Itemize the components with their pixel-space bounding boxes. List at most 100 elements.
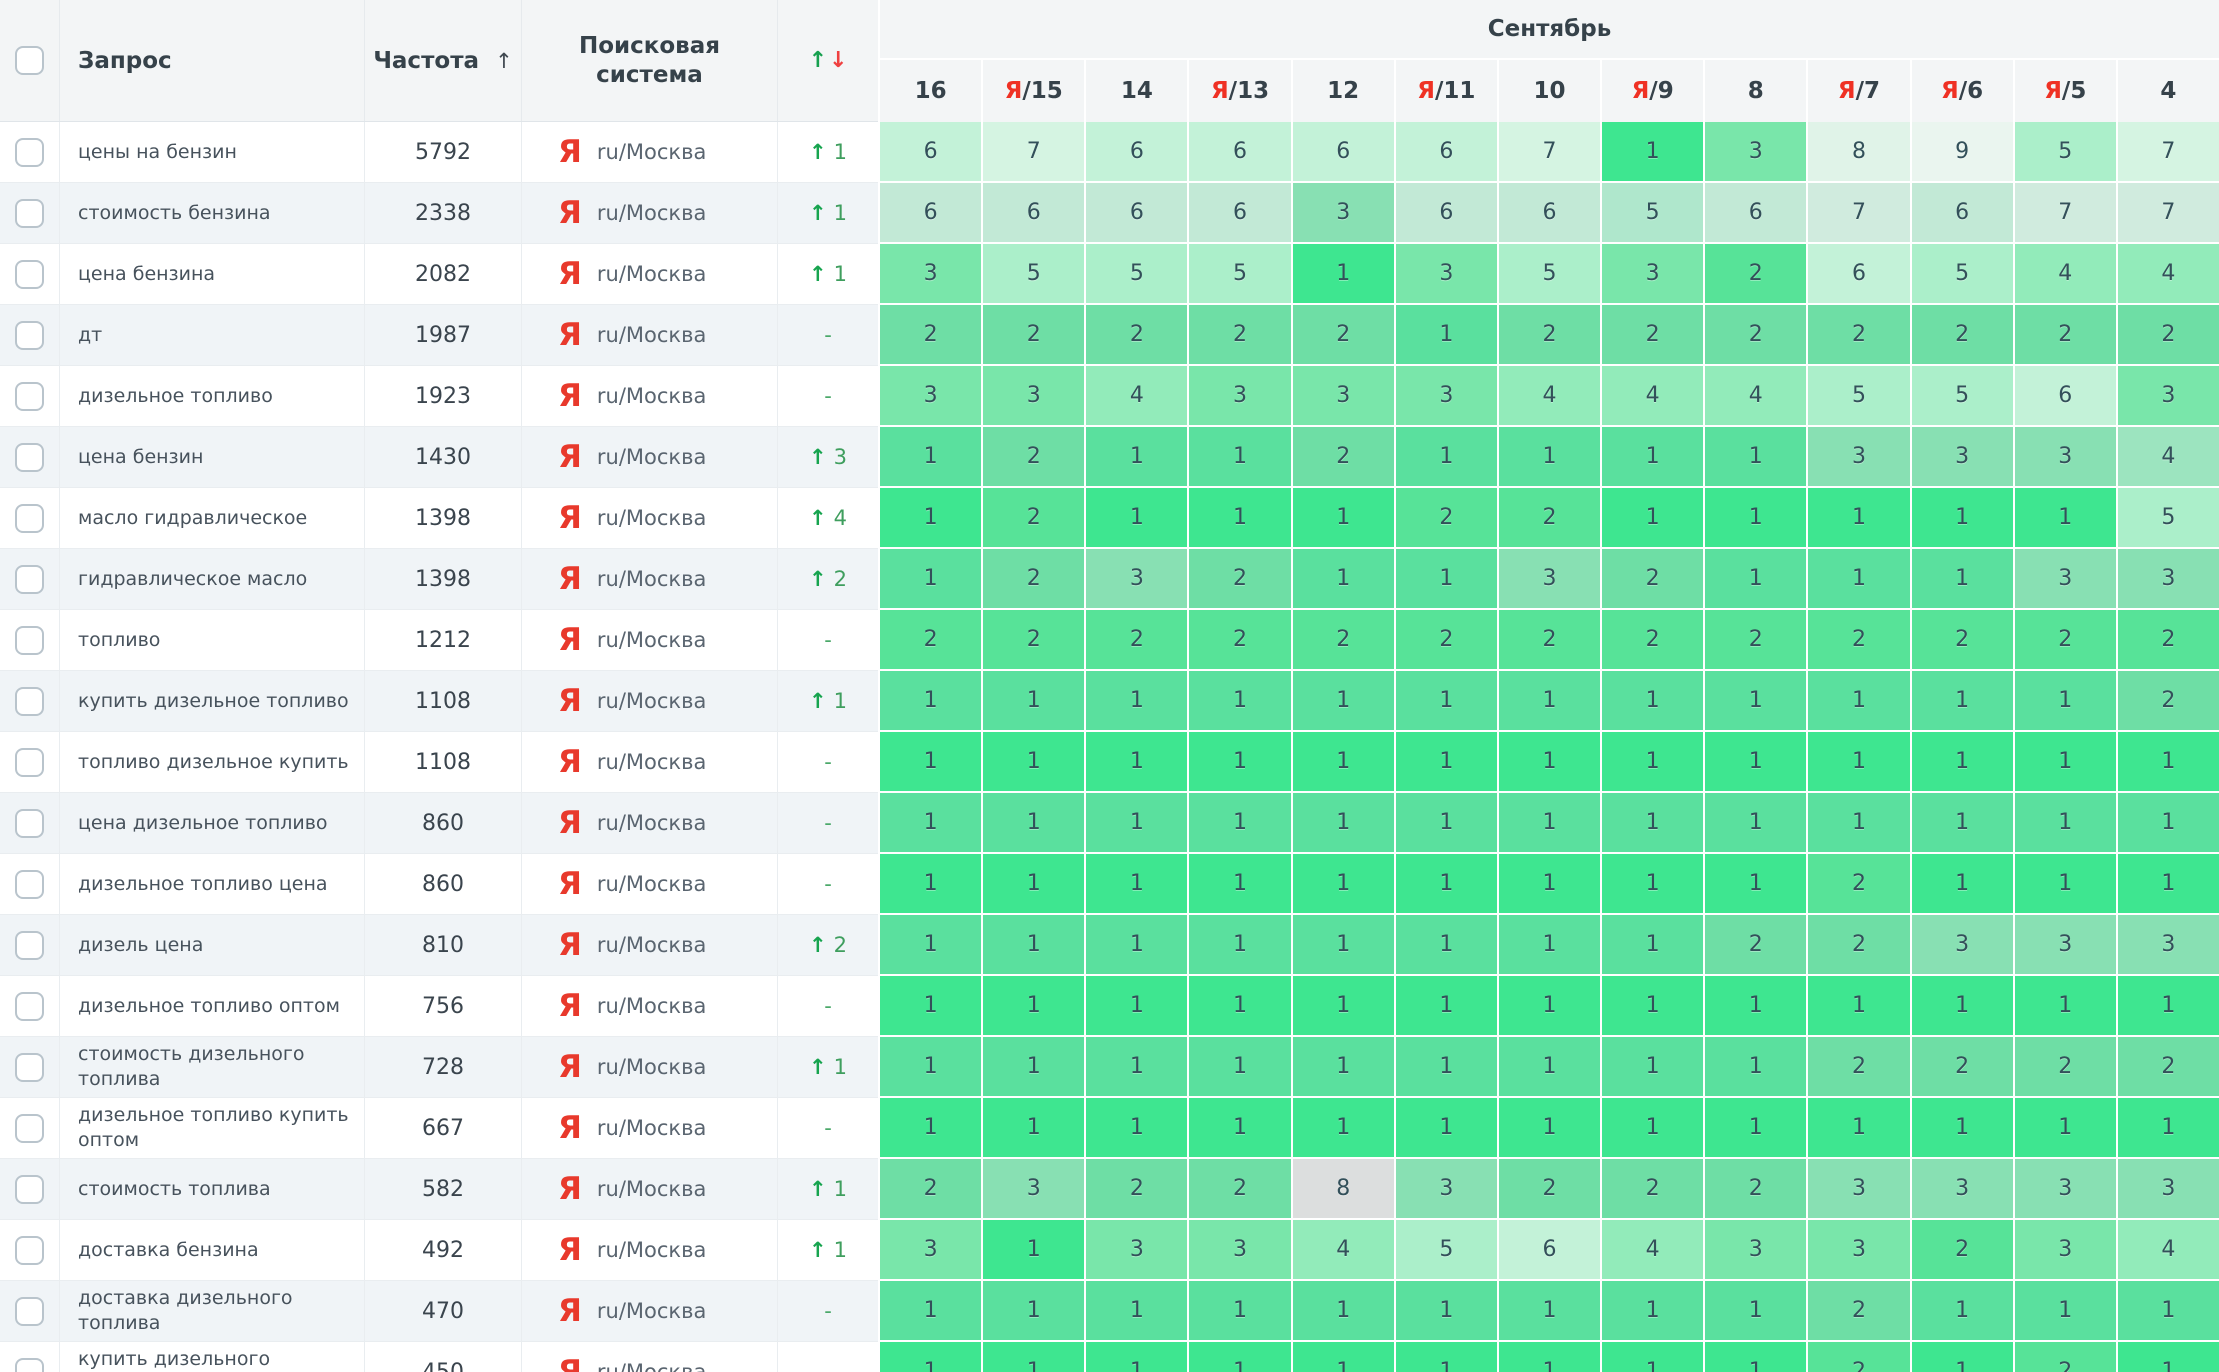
position-cell: 1 [1292,915,1394,974]
position-cell: 7 [1498,122,1601,181]
row-checkbox-cell [0,1220,60,1280]
row-checkbox[interactable] [15,259,44,289]
row-checkbox[interactable] [15,625,44,655]
query-cell[interactable]: цена бензина [60,244,365,304]
position-cell: 3 [2014,915,2116,974]
query-cell[interactable]: цена бензин [60,427,365,487]
date-column-header[interactable]: Я/5 [2014,60,2116,122]
position-cell: 1 [1189,671,1291,730]
query-cell[interactable]: масло гидравлическое [60,488,365,548]
row-checkbox[interactable] [15,442,44,472]
position-cell: 1 [1189,1037,1291,1096]
frequency-cell: 492 [365,1220,522,1280]
position-cell: 1 [1189,427,1291,486]
query-cell[interactable]: цены на бензин [60,122,365,182]
row-checkbox[interactable] [15,1357,44,1372]
date-column-header[interactable]: 8 [1705,60,1807,122]
position-cell: 1 [880,1037,982,1096]
query-cell[interactable]: купить дизельное топливо [60,671,365,731]
position-cell: 1 [1189,1342,1291,1372]
query-cell[interactable]: дизельное топливо цена [60,854,365,914]
row-checkbox[interactable] [15,1174,44,1204]
date-column-header[interactable]: Я/15 [983,60,1085,122]
row-checkbox[interactable] [15,198,44,228]
date-column-header[interactable]: 4 [2117,60,2219,122]
position-cell: 1 [1086,1342,1188,1372]
row-checkbox[interactable] [15,930,44,960]
date-column-header[interactable]: Я/11 [1395,60,1497,122]
position-cell: 1 [1602,1037,1704,1096]
row-checkbox[interactable] [15,747,44,777]
query-cell[interactable]: доставка бензина [60,1220,365,1280]
change-value: 1 [833,201,847,225]
position-cell: 3 [1911,915,2013,974]
query-cell[interactable]: дизельное топливо [60,366,365,426]
date-column-header[interactable]: 14 [1086,60,1188,122]
query-text: купить дизельного топлива [78,1348,271,1371]
row-checkbox[interactable] [15,1052,44,1082]
date-column-header[interactable]: Я/9 [1602,60,1704,122]
query-text: топливо дизельное купить [78,750,349,773]
position-cell: 1 [2117,793,2219,852]
position-cell: 1 [1705,854,1807,913]
query-cell[interactable]: стоимость бензина [60,183,365,243]
row-checkbox[interactable] [15,381,44,411]
position-cell: 3 [1911,1159,2013,1218]
query-text: дизель цена [78,933,204,956]
row-checkbox[interactable] [15,1235,44,1265]
position-cell: 1 [2014,976,2116,1035]
row-checkbox[interactable] [15,137,44,167]
row-checkbox[interactable] [15,991,44,1021]
select-all-checkbox[interactable] [15,46,44,75]
date-column-header[interactable]: Я/7 [1808,60,1910,122]
column-header-change[interactable]: ↑ ↓ [778,0,878,121]
position-cell: 1 [1498,427,1601,486]
query-cell[interactable]: купить дизельного топлива [60,1342,365,1372]
row-checkbox[interactable] [15,1296,44,1326]
query-cell[interactable]: доставка дизельного топлива [60,1281,365,1341]
change-cell: - [778,610,878,670]
query-cell[interactable]: стоимость дизельного топлива [60,1037,365,1097]
query-cell[interactable]: гидравлическое масло [60,549,365,609]
position-cell: 2 [1086,305,1188,364]
change-value: 3 [833,445,847,469]
position-cell: 4 [2117,1220,2219,1279]
date-column-header[interactable]: Я/6 [1911,60,2013,122]
row-checkbox[interactable] [15,808,44,838]
date-column-header[interactable]: 10 [1498,60,1601,122]
query-text: стоимость топлива [78,1177,271,1200]
position-cell: 3 [1808,427,1910,486]
row-checkbox[interactable] [15,320,44,350]
position-cell: 1 [1189,915,1291,974]
position-cell: 5 [1086,244,1188,303]
query-cell[interactable]: дизельное топливо оптом [60,976,365,1036]
row-checkbox[interactable] [15,564,44,594]
position-cell: 3 [1189,366,1291,425]
column-header-frequency[interactable]: Частота ↑ [365,0,522,121]
row-checkbox[interactable] [15,869,44,899]
column-header-query[interactable]: Запрос [60,0,365,121]
date-column-header[interactable]: 12 [1292,60,1394,122]
query-cell[interactable]: дизель цена [60,915,365,975]
date-column-header[interactable]: 16 [880,60,982,122]
date-column-header[interactable]: Я/13 [1189,60,1291,122]
query-cell[interactable]: топливо [60,610,365,670]
query-cell[interactable]: дизельное топливо купить оптом [60,1098,365,1158]
yandex-icon: Я [558,560,582,597]
query-cell[interactable]: цена дизельное топливо [60,793,365,853]
column-header-engine[interactable]: Поисковая система [522,0,778,121]
change-up-icon: ↑ [809,201,827,225]
query-cell[interactable]: топливо дизельное купить [60,732,365,792]
row-checkbox[interactable] [15,1113,44,1143]
query-cell[interactable]: стоимость топлива [60,1159,365,1219]
engine-region-label: ru/Москва [596,1238,707,1262]
query-cell[interactable]: дт [60,305,365,365]
position-cell: 2 [983,488,1085,547]
row-checkbox[interactable] [15,503,44,533]
row-checkbox[interactable] [15,686,44,716]
